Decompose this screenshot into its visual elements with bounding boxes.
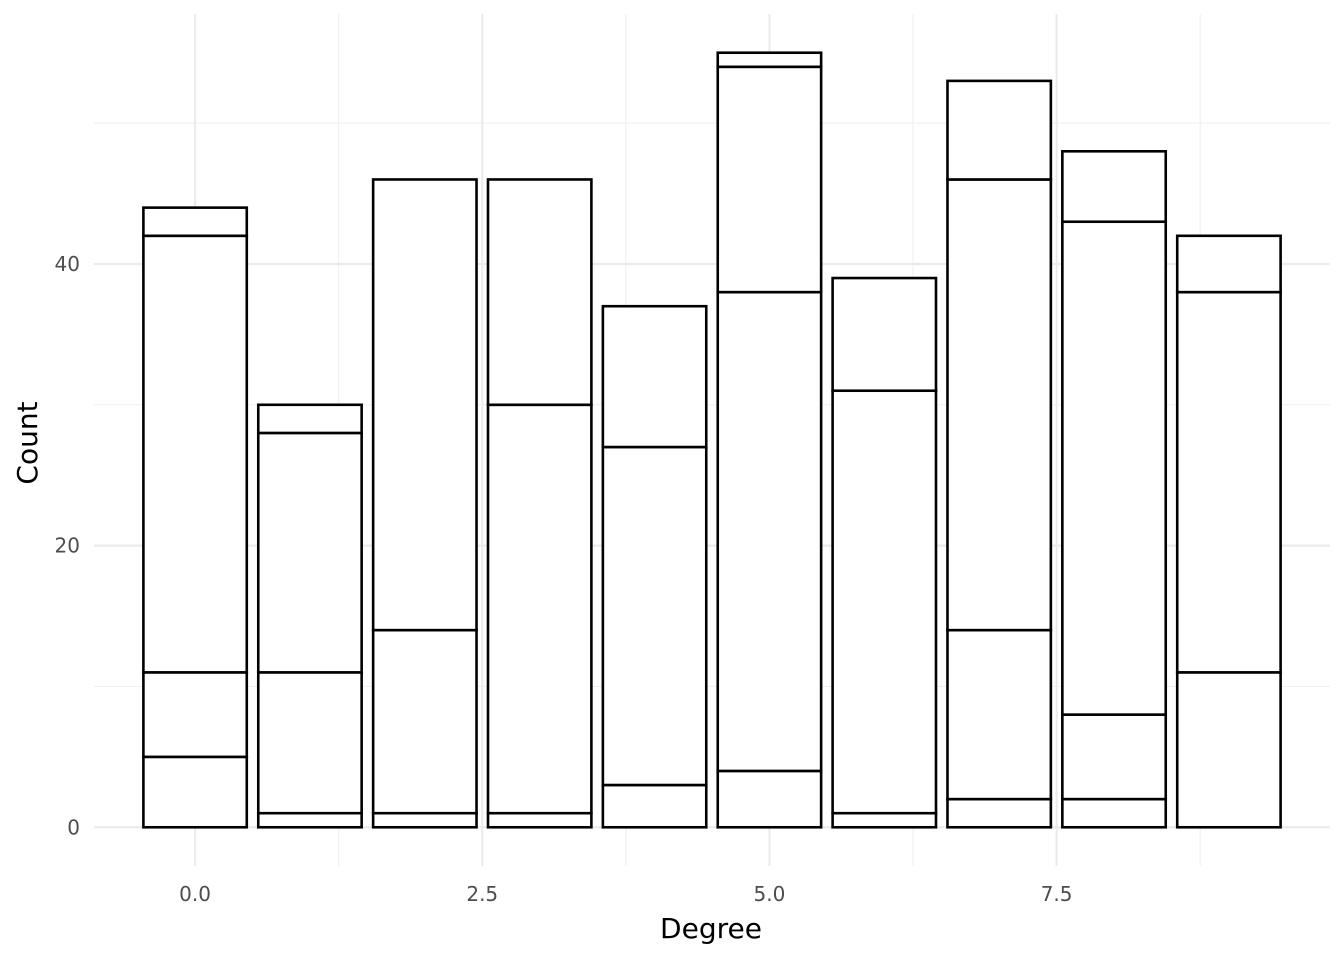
y-tick-label: 20	[55, 534, 80, 558]
bar-segment	[946, 79, 1053, 181]
bar-segment	[601, 783, 708, 829]
bar-segment	[1061, 220, 1168, 716]
bar-segment	[946, 178, 1053, 632]
bar-segment	[1061, 713, 1168, 801]
bar-stack	[256, 403, 363, 829]
x-tick-label: 0.0	[179, 882, 211, 906]
bar-segment	[142, 206, 249, 238]
bar-segment	[831, 276, 938, 393]
bar-segment	[716, 65, 823, 294]
bars-layer	[142, 51, 1282, 829]
bar-stack	[946, 79, 1053, 829]
bar-segment	[256, 403, 363, 435]
x-tick-label: 2.5	[466, 882, 498, 906]
x-axis-tick-labels: 0.0 2.5 5.0 7.5	[179, 882, 1072, 906]
bar-stack	[716, 51, 823, 829]
bar-segment	[1061, 797, 1168, 829]
bar-segment	[946, 628, 1053, 801]
y-tick-label: 0	[67, 815, 80, 839]
bar-segment	[1175, 290, 1282, 674]
bar-segment	[1061, 150, 1168, 224]
bar-segment	[256, 811, 363, 829]
bar-stack	[142, 206, 249, 829]
y-axis-tick-labels: 0 20 40	[55, 252, 80, 839]
bar-stack	[831, 276, 938, 829]
bar-segment	[142, 755, 249, 829]
x-axis-title: Degree	[660, 912, 762, 945]
bar-segment	[716, 290, 823, 773]
bar-segment	[486, 403, 593, 815]
bar-segment	[142, 234, 249, 674]
bar-segment	[1175, 671, 1282, 829]
bar-segment	[831, 389, 938, 815]
bar-stack	[1175, 234, 1282, 829]
x-tick-label: 7.5	[1041, 882, 1073, 906]
bar-segment	[1175, 234, 1282, 294]
bar-stack	[486, 178, 593, 829]
bar-segment	[142, 671, 249, 759]
bar-segment	[486, 178, 593, 407]
bar-segment	[716, 51, 823, 69]
bar-segment	[601, 445, 708, 787]
bar-segment	[601, 304, 708, 449]
bar-segment	[256, 431, 363, 674]
bar-segment	[371, 628, 478, 815]
y-axis-title: Count	[11, 401, 44, 484]
bar-segment	[371, 178, 478, 632]
bar-stack	[601, 304, 708, 829]
bar-segment	[256, 671, 363, 815]
x-tick-label: 5.0	[754, 882, 786, 906]
bar-segment	[486, 811, 593, 829]
bar-stack	[371, 178, 478, 829]
bar-segment	[371, 811, 478, 829]
bar-segment	[831, 811, 938, 829]
y-tick-label: 40	[55, 252, 80, 276]
bar-segment	[716, 769, 823, 829]
bar-segment	[946, 797, 1053, 829]
bar-stack	[1061, 150, 1168, 829]
